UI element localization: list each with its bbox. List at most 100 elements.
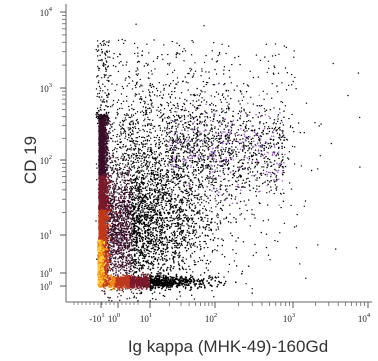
data-point [176, 140, 179, 142]
data-point [134, 185, 136, 187]
data-point [135, 23, 137, 25]
data-point [113, 225, 115, 227]
data-point [188, 177, 190, 180]
data-point [175, 204, 177, 206]
data-point [115, 117, 117, 119]
data-point [125, 259, 127, 261]
data-point [206, 163, 208, 166]
data-point [201, 91, 203, 93]
data-point [128, 154, 130, 156]
data-point [202, 155, 204, 157]
data-point [193, 263, 196, 266]
data-point [130, 147, 133, 149]
data-point [137, 246, 140, 249]
data-point [304, 200, 307, 202]
data-point [152, 243, 154, 245]
data-point [168, 115, 170, 118]
data-point [222, 153, 225, 156]
data-point [257, 76, 259, 78]
data-point [128, 187, 131, 190]
data-point [228, 109, 230, 111]
data-point [120, 253, 123, 256]
data-point [248, 141, 250, 143]
data-point [150, 151, 153, 154]
data-point [162, 118, 164, 120]
data-point [165, 192, 168, 195]
data-point [175, 176, 177, 178]
data-point [141, 143, 143, 145]
data-point [112, 242, 115, 245]
data-point [278, 136, 280, 139]
data-point [274, 128, 276, 130]
data-point [200, 101, 203, 103]
data-point [212, 83, 215, 86]
data-point [230, 132, 233, 134]
data-point [198, 211, 201, 213]
data-point [292, 80, 294, 83]
data-point [187, 195, 189, 197]
data-point [268, 158, 271, 161]
data-point [231, 63, 233, 66]
data-point [109, 192, 111, 194]
data-point [231, 202, 234, 205]
data-point [195, 237, 198, 239]
data-point [137, 274, 140, 277]
data-point [295, 247, 298, 249]
data-point [225, 162, 227, 164]
data-point [249, 152, 251, 154]
data-point [152, 163, 154, 166]
data-point [136, 175, 138, 177]
data-point [232, 119, 235, 122]
data-point [166, 180, 169, 183]
data-point [137, 178, 139, 181]
data-point [143, 257, 146, 259]
data-point [215, 131, 217, 133]
data-point [139, 152, 141, 154]
data-point [271, 153, 274, 155]
data-point [172, 114, 174, 117]
data-point [152, 260, 155, 263]
data-point [196, 128, 198, 130]
data-point [182, 135, 184, 138]
data-point [212, 187, 215, 189]
data-point [203, 137, 206, 140]
data-point [129, 128, 131, 130]
data-point [196, 94, 198, 96]
data-point [128, 82, 130, 85]
data-point [155, 173, 157, 175]
data-point [150, 137, 152, 139]
data-point [239, 159, 241, 161]
data-point [213, 153, 215, 155]
data-point [232, 151, 235, 153]
data-point [224, 185, 227, 187]
data-point [122, 257, 125, 259]
data-point [283, 171, 285, 174]
data-point [292, 127, 294, 129]
data-point [163, 175, 166, 177]
data-point [251, 213, 253, 215]
data-point [162, 138, 165, 140]
data-point [193, 298, 196, 300]
data-point [125, 196, 127, 198]
data-point [222, 169, 224, 172]
data-point [284, 153, 286, 156]
data-point [247, 145, 249, 147]
data-point [172, 177, 174, 180]
data-point [195, 115, 198, 118]
data-point [126, 191, 129, 194]
data-point [319, 155, 321, 157]
data-point [152, 232, 154, 234]
data-point [271, 97, 273, 99]
data-point [239, 124, 241, 127]
data-point [171, 157, 174, 160]
data-point [198, 149, 200, 152]
data-point [261, 182, 264, 185]
data-point [166, 128, 168, 130]
data-point [131, 222, 134, 225]
data-point [158, 176, 160, 178]
data-point [228, 131, 231, 134]
data-point [133, 192, 135, 194]
data-point [227, 129, 230, 131]
data-point [232, 139, 235, 142]
data-point [177, 126, 179, 128]
